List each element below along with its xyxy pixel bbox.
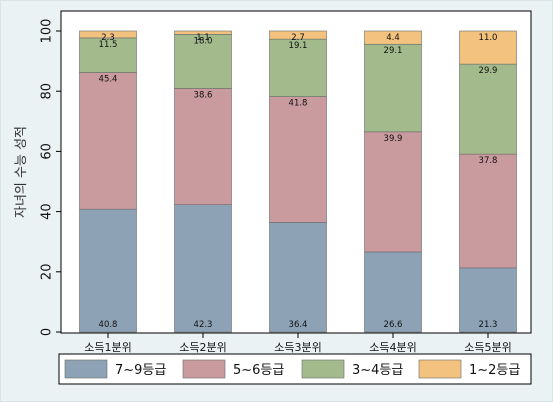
data-label: 39.9 [384,134,403,144]
y-tick-label: 80 [40,83,55,100]
data-label: 38.6 [194,90,213,100]
data-label: 45.4 [99,75,118,85]
legend-label: 5~6등급 [233,363,284,378]
data-label: 37.8 [479,156,498,166]
bar-segment [459,30,517,65]
bar-segment [174,204,232,333]
data-label: 4.4 [386,33,400,43]
y-tick-label: 100 [40,19,55,44]
legend-label: 7~9등급 [115,363,166,378]
bar-segment [459,153,517,269]
bar-segment [79,72,137,210]
data-label: 2.7 [291,33,305,43]
data-label: 36.4 [289,320,308,330]
x-axis: 소득1분위 소득2분위 소득3분위 소득4분위 소득5분위 [84,333,512,354]
data-label: 41.8 [289,99,308,109]
bar-segment [174,30,232,35]
y-axis: 0 20 40 60 80 100 [40,19,61,336]
legend-label: 3~4등급 [352,363,403,378]
bar-segment [364,131,422,253]
data-label: 40.8 [99,320,118,330]
legend-swatch [182,359,226,379]
x-tick-label: 소득1분위 [84,341,131,354]
data-label: 21.3 [479,320,498,330]
bar-segment [174,88,232,205]
bar-segment [459,63,517,155]
data-label: 18.0 [194,36,213,46]
bars-layer [79,30,517,333]
data-label: 19.1 [289,41,308,51]
bar-segment [269,96,327,223]
bar-segment [364,43,422,133]
data-label: 29.1 [384,46,403,56]
legend-swatch [418,359,462,379]
legend: 7~9등급 5~6등급 3~4등급 1~2등급 [64,359,520,379]
x-tick-label: 소득4분위 [369,341,416,354]
legend-box [58,353,532,385]
y-axis-title: 자녀의 수능 성적 [14,126,29,218]
bar-segment [364,30,422,45]
y-tick-label: 20 [40,264,55,281]
x-tick-label: 소득2분위 [179,341,226,354]
data-label: 11.0 [479,33,498,43]
x-tick-label: 소득5분위 [464,341,511,354]
data-label: 42.3 [194,320,213,330]
y-tick-label: 40 [40,203,55,220]
bar-segment [364,251,422,333]
bar-segment [79,208,137,333]
legend-label: 1~2등급 [469,363,520,378]
value-labels-layer: 40.8 45.4 11.52.3 42.3 38.6 18.01.1 36.4 41.8 19… [99,33,498,330]
data-label: 26.6 [384,320,403,330]
y-tick-label: 0 [40,328,55,336]
data-label: 2.3 [101,33,115,43]
bar-segment [79,30,137,39]
bar-segment [79,37,137,73]
y-tick-label: 60 [40,143,55,160]
x-tick-label: 소득3분위 [274,341,321,354]
bar-segment [269,38,327,97]
bar-segment [269,222,327,333]
data-label: 1.1 [196,33,210,43]
data-label: 11.5 [99,40,118,50]
data-label: 29.9 [479,66,498,76]
legend-swatch [301,359,345,379]
bar-segment [174,34,232,89]
legend-swatch [64,359,108,379]
bar-segment [269,30,327,40]
